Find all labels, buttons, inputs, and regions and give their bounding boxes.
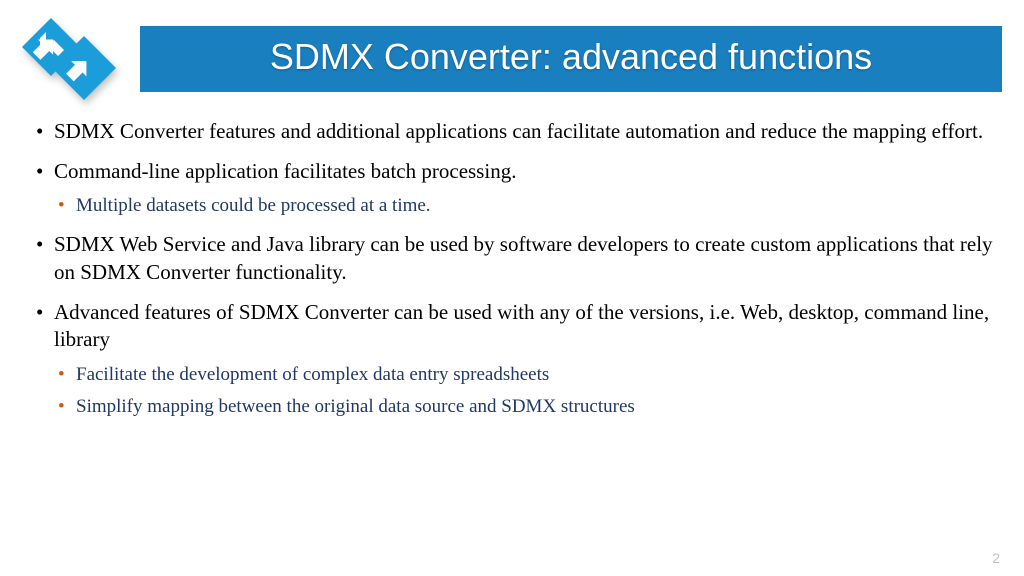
- list-item: SDMX Web Service and Java library can be…: [32, 231, 1000, 286]
- slide-title: SDMX Converter: advanced functions: [140, 26, 1002, 91]
- sub-list: Facilitate the development of complex da…: [54, 362, 1000, 419]
- list-item: Command-line application facilitates bat…: [32, 158, 1000, 219]
- bullet-text: SDMX Converter features and additional a…: [54, 119, 983, 143]
- list-item: Advanced features of SDMX Converter can …: [32, 299, 1000, 420]
- list-item: SDMX Converter features and additional a…: [32, 118, 1000, 146]
- bullet-text: Command-line application facilitates bat…: [54, 159, 516, 183]
- bullet-list: SDMX Converter features and additional a…: [32, 118, 1000, 419]
- content-area: SDMX Converter features and additional a…: [22, 118, 1002, 419]
- sub-list-item: Facilitate the development of complex da…: [54, 362, 1000, 388]
- bullet-text: SDMX Web Service and Java library can be…: [54, 232, 993, 284]
- swap-arrows-icon: [22, 18, 122, 100]
- sub-list-item: Simplify mapping between the original da…: [54, 394, 1000, 420]
- page-number: 2: [992, 550, 1000, 566]
- header: SDMX Converter: advanced functions: [22, 18, 1002, 100]
- sub-list-item: Multiple datasets could be processed at …: [54, 193, 1000, 219]
- slide: SDMX Converter: advanced functions SDMX …: [0, 0, 1024, 576]
- bullet-text: Advanced features of SDMX Converter can …: [54, 300, 989, 352]
- sub-list: Multiple datasets could be processed at …: [54, 193, 1000, 219]
